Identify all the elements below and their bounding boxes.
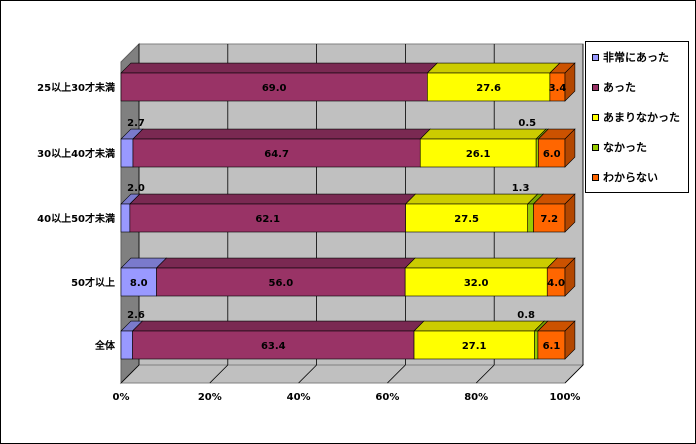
bar-top-face — [426, 62, 561, 74]
bar-end-face — [564, 320, 576, 360]
y-category-label: 30以上40才未満 — [37, 147, 115, 160]
bar-end-face — [564, 257, 576, 297]
data-label: 27.5 — [454, 214, 479, 225]
legend-item: なかった — [592, 140, 647, 154]
bar-segment — [132, 330, 415, 360]
bar-top-face — [132, 128, 431, 140]
bar-segment — [120, 203, 131, 233]
data-label: 1.3 — [512, 183, 530, 194]
data-label: 2.6 — [127, 310, 145, 321]
bar-top-face — [155, 257, 416, 269]
bar-segment — [132, 138, 421, 168]
data-label: 7.2 — [540, 214, 558, 225]
data-label: 26.1 — [466, 149, 491, 160]
legend-label: あまりなかった — [603, 111, 680, 124]
bar-segment — [538, 138, 566, 168]
data-label: 64.7 — [264, 149, 289, 160]
bar-top-face — [419, 128, 547, 140]
data-label: 6.0 — [543, 149, 561, 160]
legend-swatch — [592, 143, 599, 151]
data-label: 32.0 — [464, 278, 489, 289]
bar-top-face — [131, 320, 425, 332]
bar-segment — [535, 138, 539, 168]
gridline-floor — [564, 364, 584, 384]
bar-segment — [404, 267, 548, 297]
bar-segment — [120, 72, 428, 102]
data-label: 2.0 — [127, 183, 145, 194]
gridline-floor — [298, 364, 317, 384]
data-label: 56.0 — [268, 278, 293, 289]
legend-label: わからない — [603, 171, 658, 184]
data-label: 27.1 — [462, 341, 487, 352]
data-label: 2.7 — [127, 118, 145, 129]
x-tick-label: 80% — [464, 392, 488, 403]
x-tick-label: 40% — [287, 392, 311, 403]
bar-segment — [533, 203, 566, 233]
bar-segment — [156, 267, 406, 297]
bar-segment — [427, 72, 551, 102]
bar-top-face — [129, 193, 417, 205]
gridline-floor — [120, 364, 140, 384]
bar-top-face — [404, 257, 558, 269]
legend-swatch — [592, 113, 599, 121]
plot-floor — [119, 364, 585, 384]
legend-item: 非常にあった — [592, 50, 669, 64]
bar-segment — [419, 138, 537, 168]
bar-end-face — [564, 62, 576, 102]
data-label: 62.1 — [255, 214, 280, 225]
bar-end-face — [564, 128, 576, 168]
legend-item: あまりなかった — [592, 110, 680, 124]
y-category-label: 40以上50才未満 — [37, 212, 115, 225]
bar-top-face — [413, 320, 545, 332]
x-tick-label: 60% — [375, 392, 399, 403]
y-category-label: 全体 — [94, 339, 116, 352]
bar-end-face — [564, 193, 576, 233]
gridline-floor — [475, 364, 495, 384]
y-category-label: 50才以上 — [71, 276, 115, 289]
y-category-label: 25以上30才未満 — [37, 81, 115, 94]
data-label: 27.6 — [476, 83, 501, 94]
bar-segment — [120, 138, 134, 168]
legend-swatch — [592, 173, 599, 181]
data-label: 6.1 — [543, 341, 561, 352]
legend-item: あった — [592, 80, 636, 94]
bar-segment — [527, 203, 534, 233]
legend-swatch — [592, 53, 599, 61]
gridline-floor — [387, 364, 406, 384]
legend-label: なかった — [603, 141, 647, 154]
legend: 非常にあった あったあまりなかった なかったわからない — [585, 41, 689, 193]
bar-segment — [405, 203, 529, 233]
data-label: 69.0 — [262, 83, 287, 94]
data-label: 4.0 — [547, 278, 565, 289]
legend-item: わからない — [592, 170, 658, 184]
data-label: 63.4 — [261, 341, 286, 352]
bar-top-face — [120, 62, 438, 74]
bar-segment — [120, 330, 133, 360]
x-tick-label: 20% — [198, 392, 222, 403]
data-label: 0.5 — [518, 118, 536, 129]
data-label: 8.0 — [130, 278, 148, 289]
x-tick-label: 0% — [113, 392, 130, 403]
bar-segment — [413, 330, 535, 360]
data-label: 3.4 — [549, 83, 567, 94]
legend-swatch — [592, 83, 599, 91]
data-label: 0.8 — [517, 310, 535, 321]
gridline-floor — [209, 364, 229, 384]
legend-label: あった — [603, 81, 636, 94]
x-tick-label: 100% — [550, 392, 581, 403]
legend-label: 非常にあった — [603, 51, 669, 64]
bar-top-face — [404, 193, 539, 205]
bar-segment — [120, 267, 157, 297]
bar-segment — [129, 203, 406, 233]
bar-segment — [534, 330, 539, 360]
